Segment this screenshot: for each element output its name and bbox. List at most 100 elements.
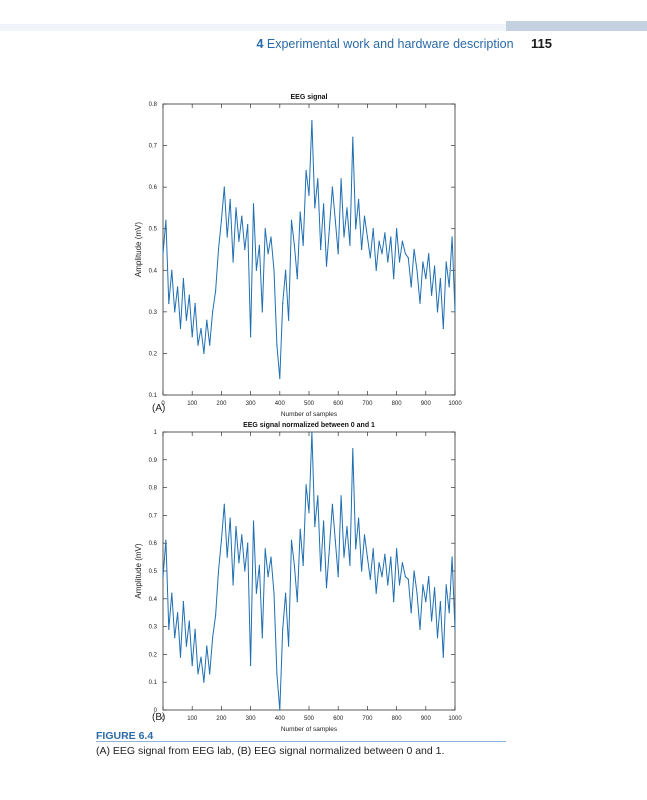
data-point [177, 286, 179, 288]
data-point [419, 628, 421, 630]
data-point [442, 656, 444, 658]
data-point [451, 236, 453, 238]
y-tick-label: 0.6 [149, 185, 158, 191]
data-point [343, 556, 345, 558]
data-point [404, 253, 406, 255]
x-tick-label: 900 [421, 716, 432, 722]
data-point [425, 601, 427, 603]
data-point [352, 448, 354, 450]
data-point [372, 548, 374, 550]
y-tick-label: 0.7 [149, 144, 158, 150]
y-tick-label: 0.2 [149, 351, 158, 357]
data-point [396, 548, 398, 550]
data-point [188, 620, 190, 622]
data-point [393, 278, 395, 280]
data-point [220, 539, 222, 541]
data-point [436, 637, 439, 639]
data-point [241, 215, 243, 217]
data-point [168, 302, 170, 305]
x-tick-label: 200 [216, 716, 227, 722]
data-point [270, 236, 272, 238]
data-point [270, 556, 272, 558]
data-point [384, 553, 386, 555]
data-point [358, 199, 360, 201]
data-point [241, 534, 243, 536]
data-point [223, 503, 225, 505]
data-point [203, 352, 205, 354]
data-point [372, 228, 374, 230]
series-line [162, 431, 456, 711]
data-point [325, 587, 328, 589]
data-point [363, 215, 366, 217]
data-point [165, 539, 167, 541]
data-point [247, 224, 249, 226]
data-point [215, 290, 217, 292]
data-point [229, 517, 231, 519]
data-point [279, 709, 281, 711]
chart-title: EEG signal normalized between 0 and 1 [243, 422, 375, 429]
data-point [352, 136, 354, 138]
data-point [200, 656, 202, 658]
x-tick-label: 600 [333, 401, 344, 407]
data-point [232, 261, 234, 263]
data-point [311, 120, 313, 122]
data-point [308, 194, 310, 197]
data-point [179, 327, 182, 330]
y-tick-label: 0.5 [149, 227, 158, 233]
data-point [431, 620, 433, 622]
data-point [238, 562, 240, 564]
data-point [255, 592, 257, 594]
y-tick-label: 0.3 [149, 625, 158, 631]
data-point [217, 248, 220, 251]
data-point [182, 601, 184, 603]
data-point [451, 556, 453, 558]
x-tick-label: 300 [246, 401, 257, 407]
data-point [247, 542, 249, 544]
running-head: 4 Experimental work and hardware descrip… [0, 36, 552, 51]
y-tick-label: 0.2 [149, 652, 158, 658]
data-point [273, 269, 275, 271]
data-point [168, 628, 170, 630]
data-point [431, 294, 433, 296]
data-point [404, 576, 406, 578]
data-point [215, 614, 217, 617]
x-tick-label: 800 [392, 716, 403, 722]
data-point [439, 601, 441, 603]
data-point [302, 564, 304, 566]
data-point [206, 645, 208, 647]
data-point [410, 612, 412, 614]
data-point [434, 265, 436, 267]
x-tick-label: 1000 [448, 716, 462, 722]
data-point [366, 236, 368, 238]
data-point [226, 556, 228, 558]
data-point [401, 240, 403, 242]
data-point [328, 228, 330, 230]
data-point [375, 269, 377, 271]
x-tick-label: 200 [216, 401, 227, 407]
data-point [185, 645, 187, 647]
data-point [311, 431, 313, 433]
data-point [436, 311, 439, 313]
figure-caption: (A) EEG signal from EEG lab, (B) EEG sig… [96, 745, 445, 757]
data-point [188, 294, 190, 296]
x-tick-label: 0 [161, 716, 165, 722]
data-point [401, 562, 403, 564]
data-point [290, 539, 293, 541]
data-point [396, 228, 398, 230]
x-tick-label: 700 [362, 401, 373, 407]
data-point [343, 236, 345, 238]
data-point [413, 570, 415, 572]
data-point [428, 253, 430, 255]
data-point [258, 564, 260, 566]
data-point [448, 612, 450, 614]
data-point [212, 637, 214, 639]
data-point [299, 528, 301, 530]
data-point [194, 302, 196, 305]
y-tick-label: 0.9 [149, 458, 158, 464]
data-point [220, 219, 222, 221]
data-point [346, 207, 348, 209]
data-point [387, 584, 389, 586]
chart-title: EEG signal [291, 94, 328, 101]
data-point [223, 186, 225, 188]
data-point [428, 576, 430, 578]
